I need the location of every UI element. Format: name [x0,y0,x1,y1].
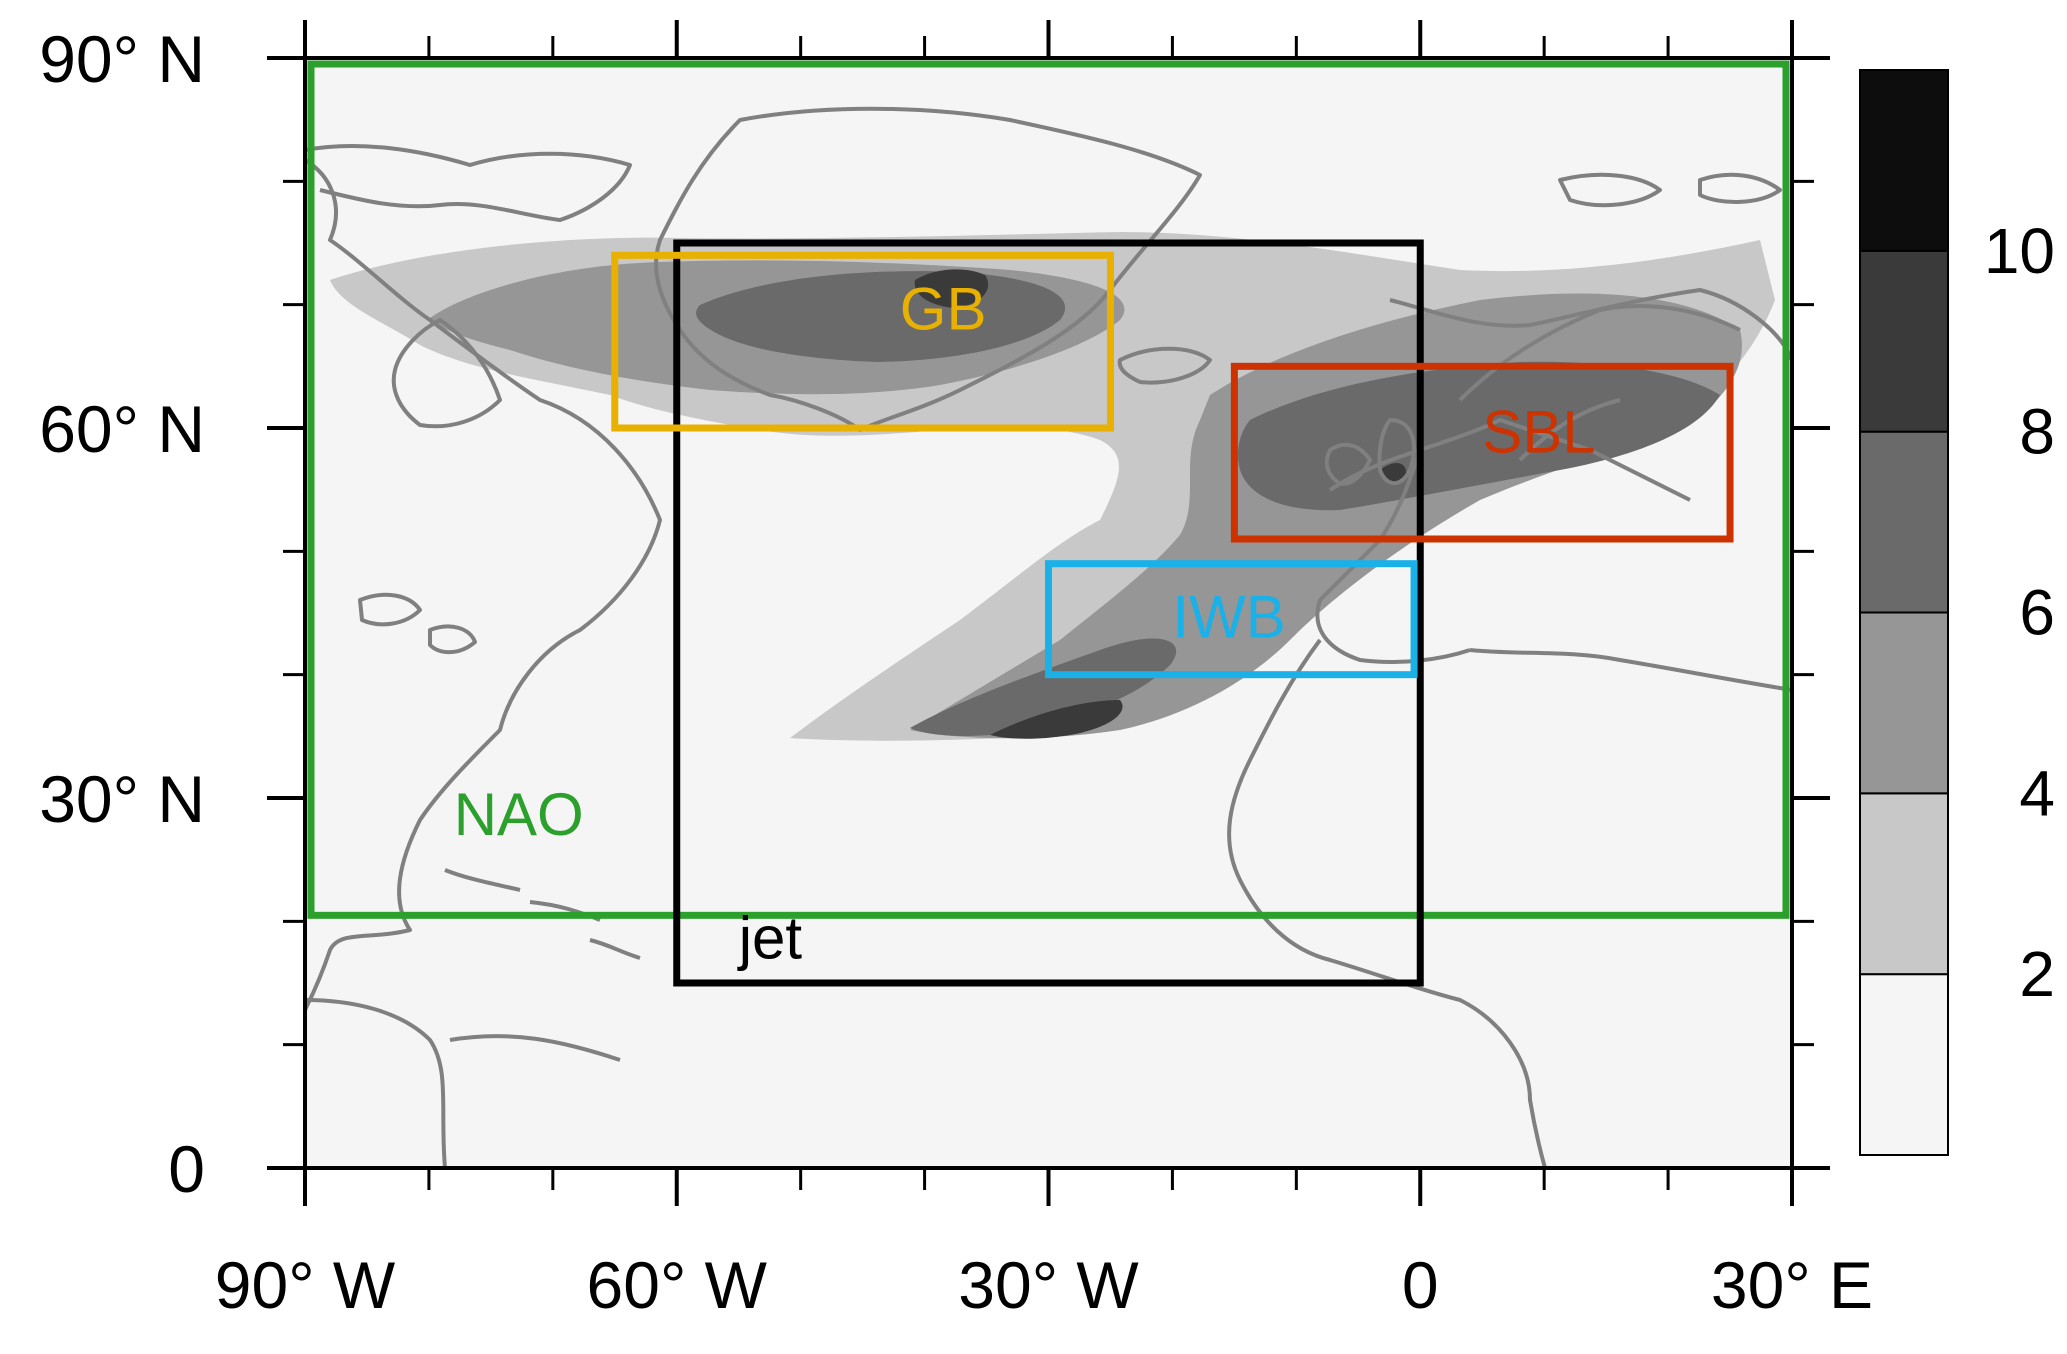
colorbar-segment [1859,792,1949,976]
colorbar-segment [1859,430,1949,614]
colorbar-label: 8 [2019,396,2055,468]
lon-tick-label: 30° W [958,1248,1139,1322]
region-labels: NAO jet GB SBL IWB [454,275,1596,971]
colorbar: 2 4 6 8 10 [1859,69,2055,1157]
coastline-iceland [1117,346,1212,385]
contour-level-8-gb [914,269,989,308]
region-label-iwb: IWB [1172,584,1285,651]
coastline-great-lakes [358,592,477,655]
region-label-jet: jet [737,904,803,971]
regions-layer [307,60,1790,987]
colorbar-label: 6 [2019,577,2055,649]
colorbar-segment [1859,69,1949,252]
colorbar-segment [1859,611,1949,795]
region-box-iwb [1045,560,1418,679]
coastline-greenland [654,106,1202,432]
lon-tick-label: 30° E [1711,1248,1873,1322]
coastline-hudson-bay [391,318,502,429]
coastline-british-isles [1324,418,1416,486]
coastline-north-america [305,158,662,1011]
contour-level-8-jet [990,700,1123,739]
region-box-jet [673,239,1424,987]
lat-tick-label: 60° N [39,392,205,466]
lon-tick-label: 0 [1402,1248,1439,1322]
region-box-sbl [1230,362,1734,543]
colorbar-segment [1859,973,1949,1157]
contour-level-6-jet [910,638,1177,736]
coastlines [305,106,1792,1168]
coastline-arctic-islands [1558,172,1782,208]
coastline-africa [1227,638,1792,1168]
lon-tick-label: 60° W [587,1248,768,1322]
region-box-nao [307,60,1790,919]
region-label-sbl: SBL [1482,399,1595,466]
lat-tick-label: 90° N [39,22,205,96]
colorbar-label: 2 [2019,938,2055,1010]
shaded-contours [330,232,1775,741]
lat-tick-label: 30° N [39,762,205,836]
lon-tick-label: 90° W [215,1248,396,1322]
coastline-canadian-arctic [305,144,632,222]
colorbar-label: 10 [1984,215,2055,287]
region-label-nao: NAO [454,781,584,848]
region-label-gb: GB [900,275,987,342]
colorbar-label: 4 [2019,757,2055,829]
region-box-gb [611,251,1114,432]
lat-tick-label: 0 [168,1132,205,1206]
contour-level-8-sbl [1380,463,1406,483]
colorbar-segment [1859,249,1949,433]
colorbar-frame [1859,69,1949,1156]
coastline-south-america [305,998,621,1168]
